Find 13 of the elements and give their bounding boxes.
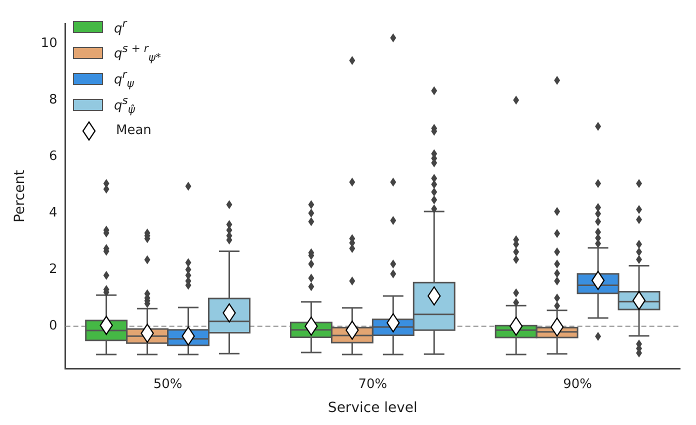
annotation: Mean bbox=[116, 122, 152, 140]
x-tick-label: 50% bbox=[153, 376, 182, 392]
y-tick-label: 10 bbox=[40, 36, 58, 51]
legend-label: q$^{r}$ bbox=[114, 16, 127, 39]
y-tick-label: 6 bbox=[49, 149, 58, 164]
x-tick-label: 70% bbox=[358, 376, 388, 392]
x-tick-label: 90% bbox=[563, 376, 592, 392]
y-tick-label: 2 bbox=[49, 262, 58, 278]
y-tick-label: 8 bbox=[49, 92, 58, 108]
y-tick-label: 0 bbox=[49, 318, 58, 334]
x-axis-title: Service level bbox=[328, 400, 418, 416]
y-tick-label: 4 bbox=[49, 206, 58, 221]
y-axis-title: Percent bbox=[12, 169, 28, 223]
